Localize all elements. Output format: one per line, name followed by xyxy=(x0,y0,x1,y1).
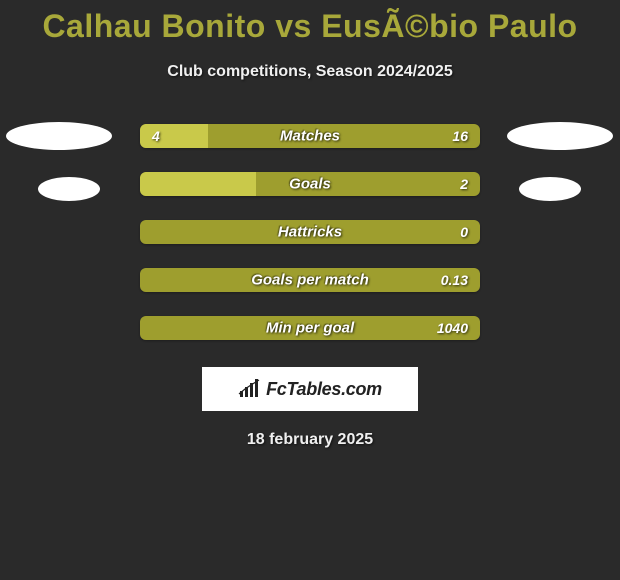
stat-bar-fill xyxy=(140,172,256,196)
stat-row: Min per goal 1040 xyxy=(0,315,620,341)
site-logo: FcTables.com xyxy=(202,367,418,411)
stat-row: Hattricks 0 xyxy=(0,219,620,245)
stat-label: Matches xyxy=(280,128,340,145)
stat-row: Goals 2 xyxy=(0,171,620,197)
stat-bar: Hattricks 0 xyxy=(140,220,480,244)
stat-value-right: 16 xyxy=(452,128,468,144)
stat-label: Min per goal xyxy=(266,320,354,337)
stat-row: Matches 4 16 xyxy=(0,123,620,149)
stat-label: Goals xyxy=(289,176,331,193)
logo-text: FcTables.com xyxy=(266,379,382,400)
stat-label: Hattricks xyxy=(278,224,342,241)
stat-rows: Matches 4 16 Goals 2 Hattricks 0 Goals per matc… xyxy=(0,123,620,341)
page-title: Calhau Bonito vs EusÃ©bio Paulo xyxy=(0,0,620,45)
stat-label: Goals per match xyxy=(251,272,369,289)
stat-value-right: 0.13 xyxy=(441,272,468,288)
stat-row: Goals per match 0.13 xyxy=(0,267,620,293)
subtitle: Club competitions, Season 2024/2025 xyxy=(0,63,620,81)
bar-chart-icon xyxy=(238,379,262,399)
stat-bar: Goals 2 xyxy=(140,172,480,196)
stat-bar: Goals per match 0.13 xyxy=(140,268,480,292)
stat-value-right: 1040 xyxy=(437,320,468,336)
stat-value-left: 4 xyxy=(152,128,160,144)
date-label: 18 february 2025 xyxy=(0,431,620,449)
comparison-card: Calhau Bonito vs EusÃ©bio Paulo Club com… xyxy=(0,0,620,449)
stat-value-right: 2 xyxy=(460,176,468,192)
stat-bar: Matches 4 16 xyxy=(140,124,480,148)
stat-value-right: 0 xyxy=(460,224,468,240)
stat-bar-fill xyxy=(140,124,208,148)
stat-bar: Min per goal 1040 xyxy=(140,316,480,340)
